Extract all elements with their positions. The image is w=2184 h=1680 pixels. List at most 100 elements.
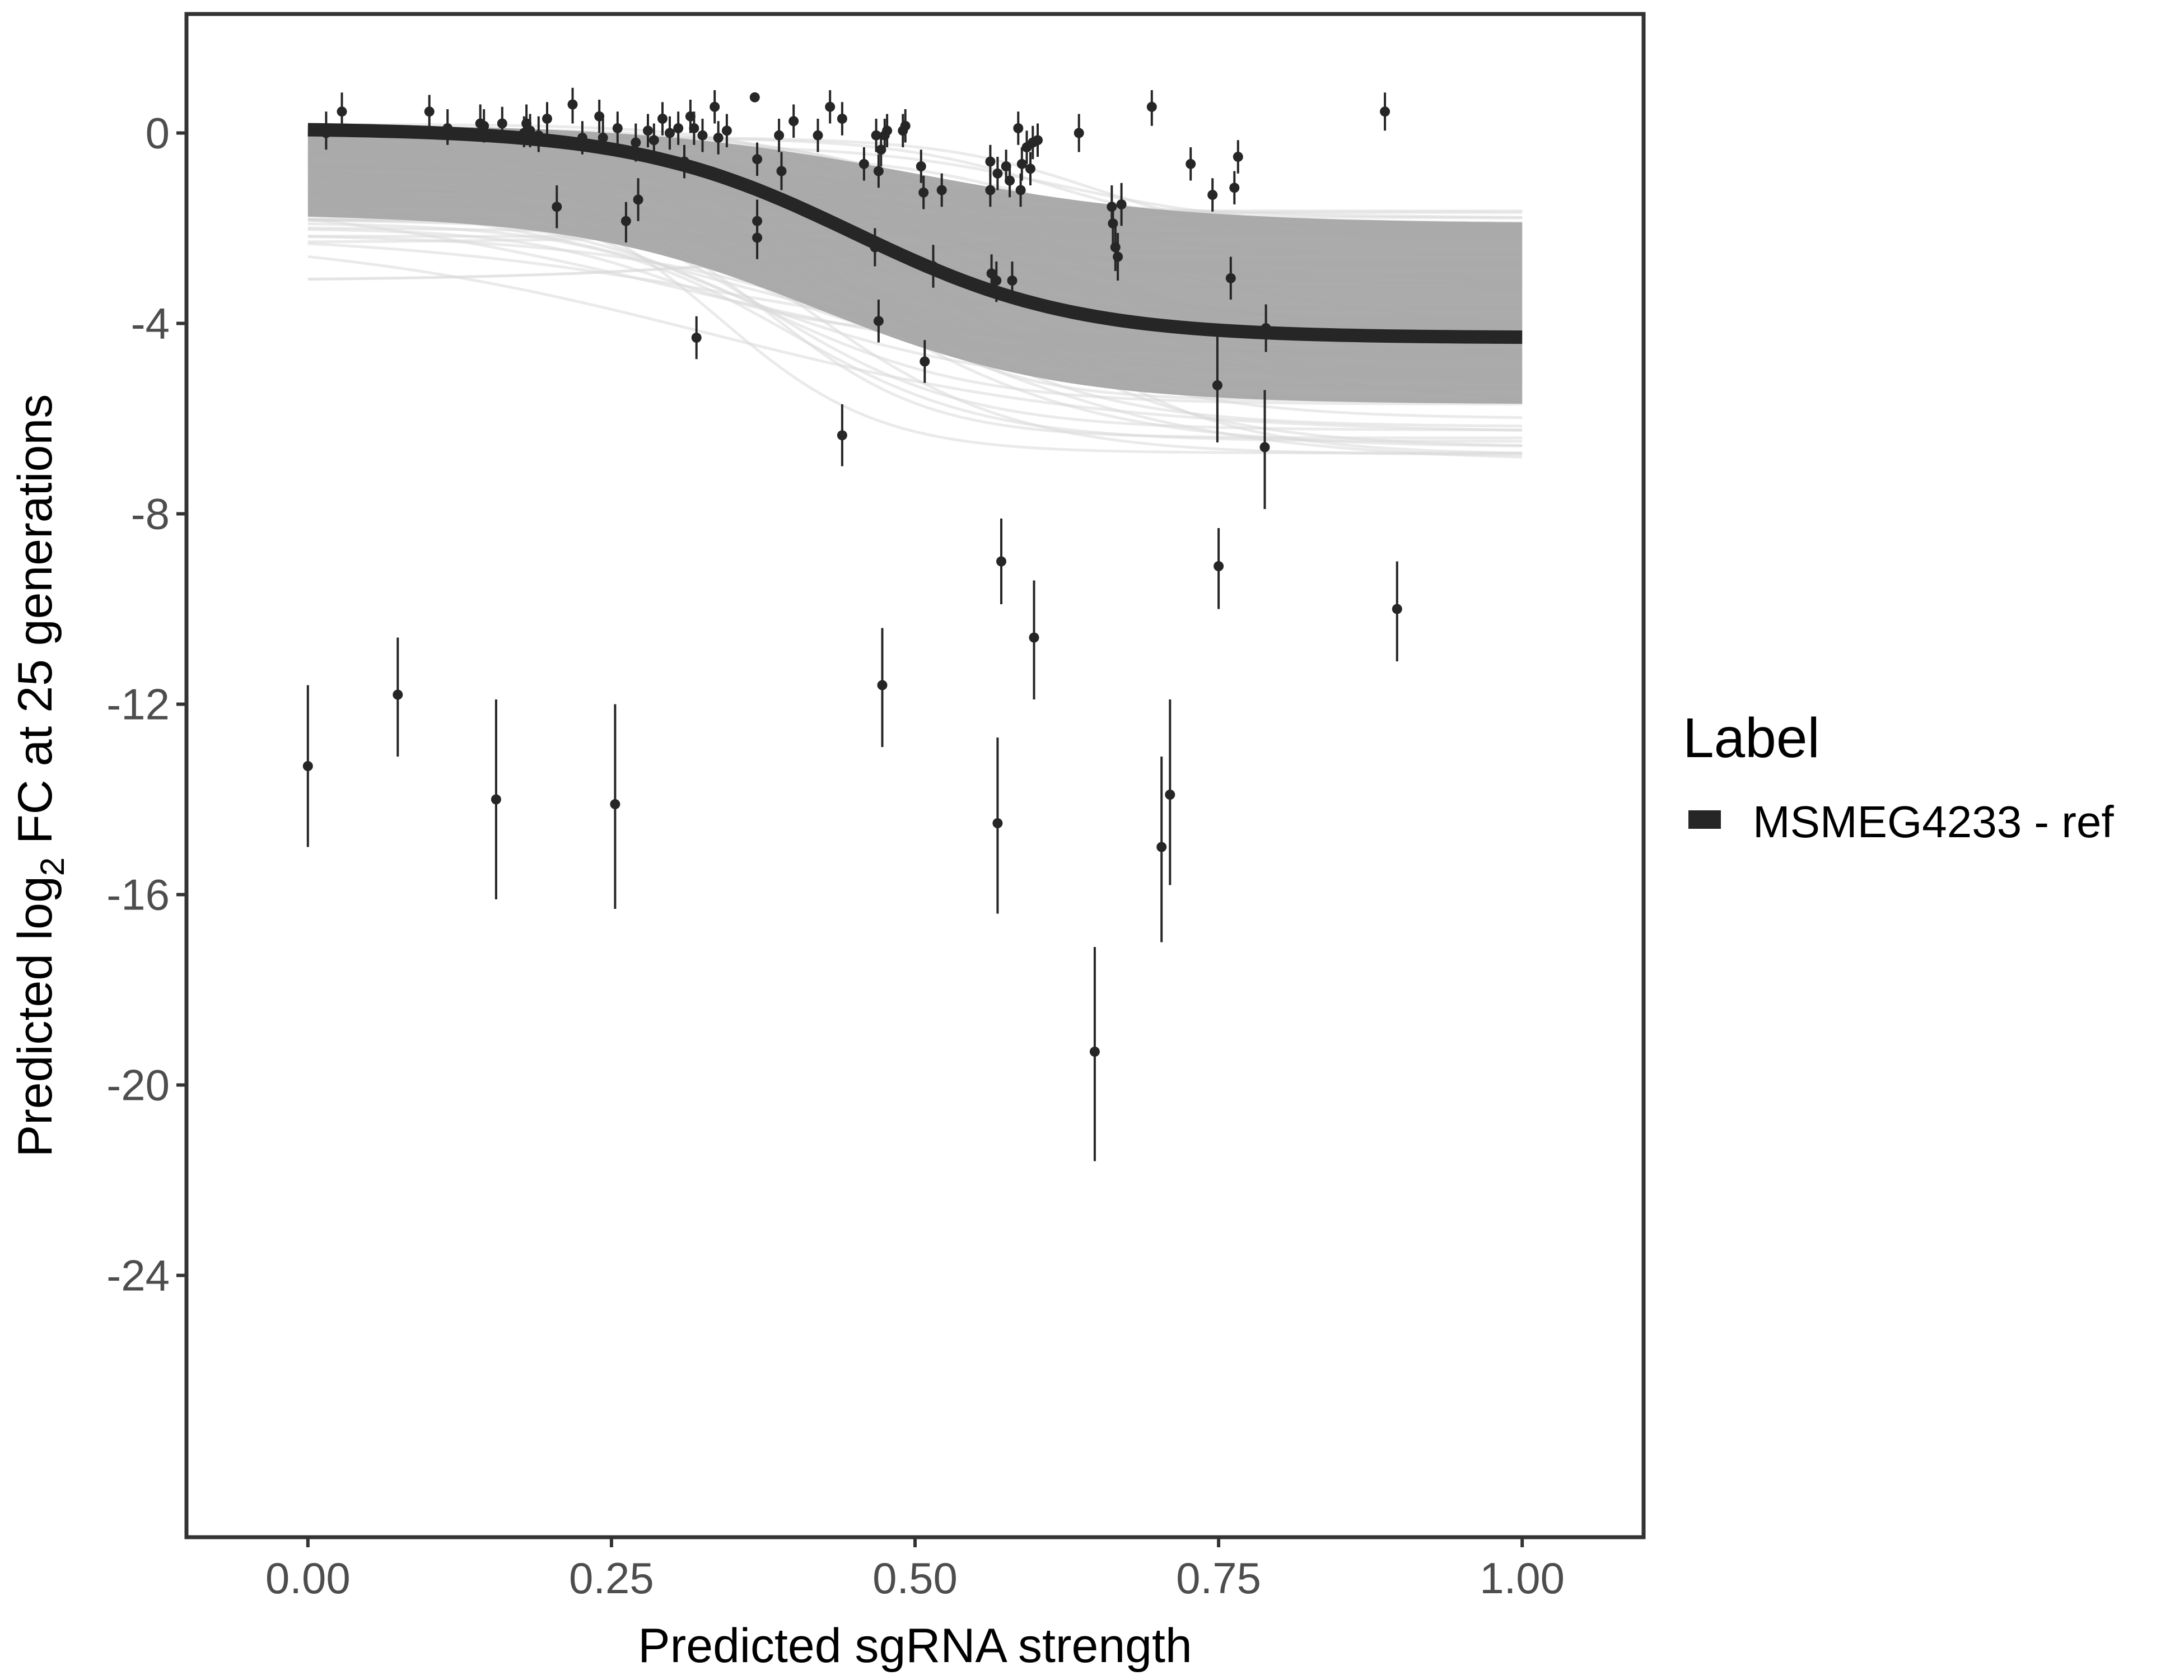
data-point: [577, 133, 587, 143]
data-point: [1113, 251, 1123, 262]
y-axis-title-subscript: 2: [34, 857, 71, 876]
data-point: [1165, 790, 1175, 800]
data-point: [689, 123, 699, 133]
data-points: [302, 87, 1402, 1161]
data-point: [1005, 175, 1015, 186]
data-point: [497, 118, 507, 129]
data-point: [752, 232, 763, 243]
data-point: [1259, 442, 1270, 452]
data-point: [882, 125, 893, 136]
data-point: [321, 128, 332, 138]
data-point: [302, 761, 313, 771]
data-point: [1110, 242, 1121, 253]
data-point: [552, 202, 562, 212]
y-axis: 0 -4 -8 -12 -16 -20 -24: [106, 109, 186, 1300]
data-point: [643, 125, 653, 136]
data-point: [986, 268, 997, 279]
data-point: [936, 185, 947, 195]
y-tick-label: -24: [106, 1251, 170, 1300]
data-point: [900, 120, 911, 131]
data-point: [424, 106, 435, 117]
data-point: [1116, 199, 1127, 209]
legend: Label MSMEG4233 - ref: [1683, 707, 2114, 847]
x-tick-label: 0.25: [569, 1553, 654, 1603]
data-point: [858, 158, 869, 169]
data-point: [870, 242, 880, 253]
data-point: [533, 130, 544, 141]
y-axis-title: Predicted log2 FC at 25 generations: [8, 394, 71, 1157]
x-tick-label: 0.75: [1176, 1553, 1261, 1603]
data-point: [1207, 190, 1218, 200]
data-point: [788, 116, 799, 127]
data-point: [620, 216, 631, 226]
data-point: [873, 316, 884, 326]
data-point: [442, 123, 453, 133]
data-point: [679, 156, 689, 167]
data-point: [837, 430, 847, 441]
data-point: [1392, 604, 1402, 614]
fit-line: [307, 123, 1523, 344]
legend-label: MSMEG4233 - ref: [1753, 797, 2114, 847]
y-tick-label: -16: [106, 870, 170, 920]
data-point: [479, 120, 489, 131]
data-point: [1380, 106, 1390, 117]
y-tick-label: -8: [131, 489, 170, 539]
y-axis-title-rest: FC at 25 generations: [8, 394, 62, 857]
data-point: [1013, 123, 1024, 133]
data-point: [337, 106, 347, 117]
data-point: [525, 125, 535, 136]
data-point: [598, 133, 608, 143]
data-point: [665, 128, 675, 138]
data-point: [1156, 842, 1167, 852]
data-point: [1225, 273, 1236, 283]
data-point: [1089, 1047, 1100, 1057]
data-point: [612, 123, 623, 133]
data-point: [752, 154, 763, 165]
data-point: [673, 123, 684, 133]
posterior-draw-line: [307, 255, 1523, 432]
y-tick-label: -20: [106, 1061, 170, 1110]
data-point: [710, 101, 720, 112]
data-point: [1214, 561, 1224, 571]
data-point: [825, 101, 836, 112]
data-point: [542, 114, 552, 124]
data-point: [776, 166, 787, 176]
data-point: [749, 92, 760, 102]
legend-title: Label: [1683, 707, 1820, 769]
posterior-draw-line: [307, 222, 1523, 443]
data-point: [648, 135, 659, 146]
data-point: [920, 356, 930, 367]
data-point: [837, 114, 847, 124]
x-axis: 0.00 0.25 0.50 0.75 1.00: [265, 1537, 1565, 1603]
data-point: [916, 161, 926, 171]
data-point: [1261, 323, 1271, 333]
data-point: [491, 794, 501, 805]
legend-key-swatch: [1688, 810, 1721, 829]
data-point: [1025, 164, 1035, 174]
x-tick-label: 0.00: [265, 1553, 351, 1603]
data-point: [713, 133, 724, 143]
data-point: [721, 125, 732, 136]
data-point: [985, 156, 996, 167]
data-point: [657, 114, 668, 124]
x-tick-label: 0.50: [872, 1553, 958, 1603]
data-point: [393, 689, 403, 700]
data-point: [1016, 158, 1027, 169]
data-point: [985, 185, 996, 195]
data-point: [567, 99, 578, 110]
x-tick-label: 1.00: [1480, 1553, 1565, 1603]
data-point: [873, 166, 884, 176]
data-point: [1186, 158, 1196, 169]
x-axis-title: Predicted sgRNA strength: [638, 1619, 1192, 1673]
data-point: [1212, 380, 1222, 390]
data-point: [1015, 185, 1026, 195]
data-point: [697, 130, 708, 141]
fit-curve: [307, 123, 1523, 344]
data-point: [991, 276, 1002, 286]
data-point: [877, 680, 888, 690]
data-point: [928, 261, 939, 272]
y-axis-title-main: Predicted log: [8, 876, 62, 1157]
data-point: [871, 130, 881, 141]
y-tick-label: 0: [146, 109, 170, 158]
